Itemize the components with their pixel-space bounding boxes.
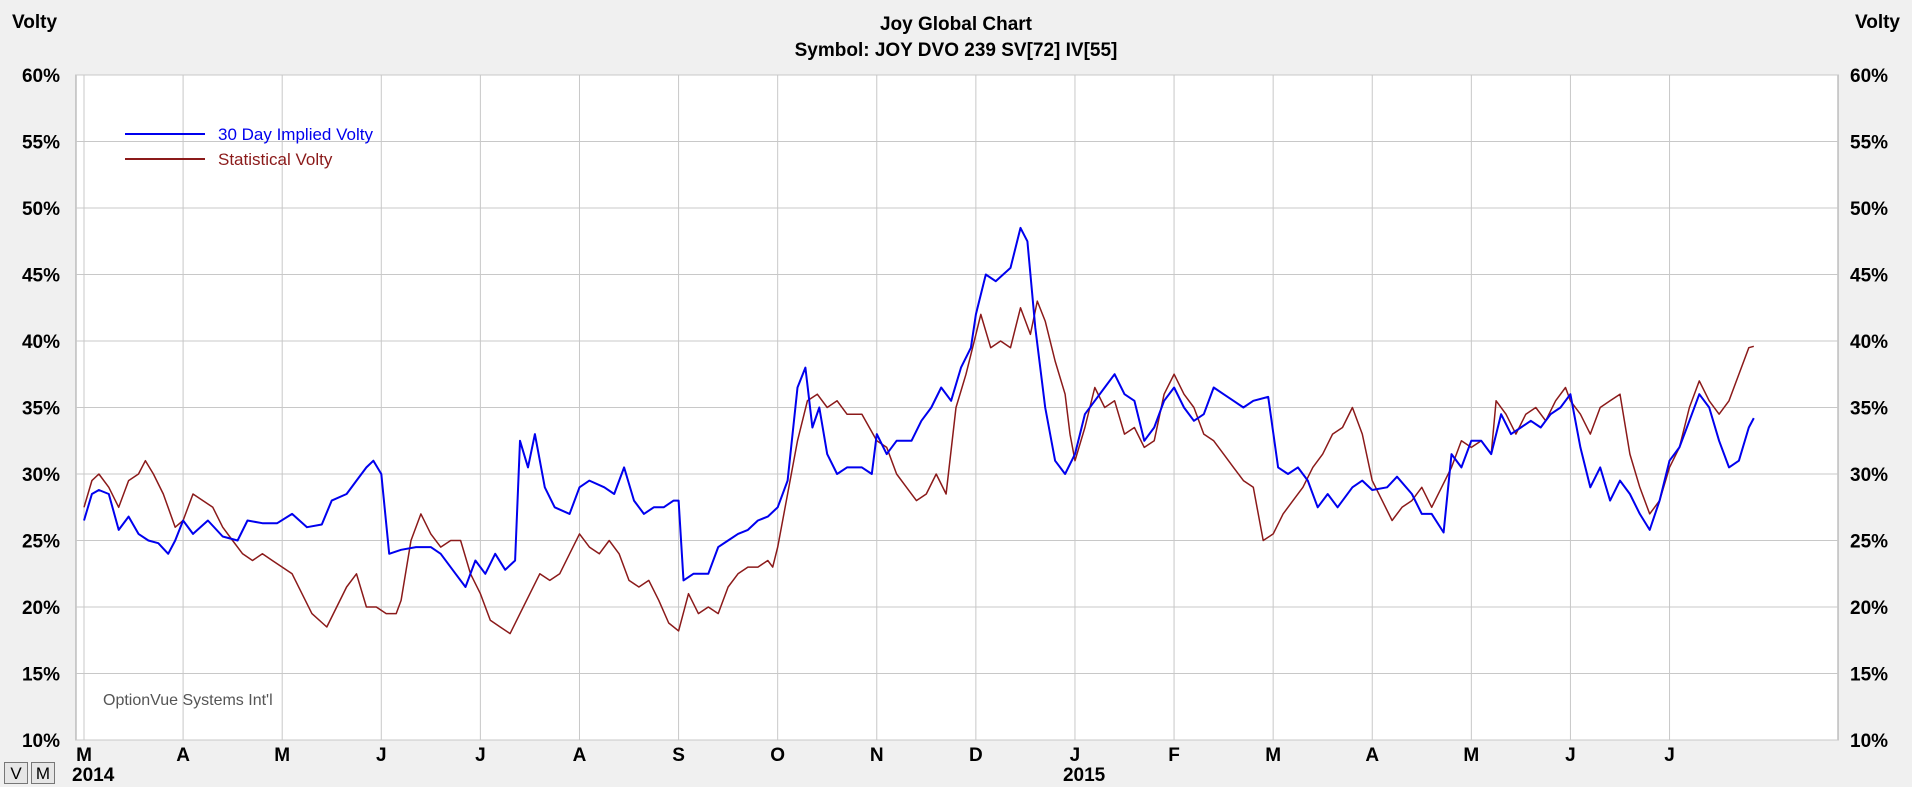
y-tick-label-left: 60% [22,66,60,87]
x-tick-label: N [870,745,884,766]
x-tick-label: A [176,745,190,766]
series-layer [83,226,1755,635]
watermark-text: OptionVue Systems Int'l [103,692,273,709]
y-tick-label-left: 10% [22,731,60,752]
y-tick-label-right: 40% [1850,332,1888,353]
y-tick-label-right: 30% [1850,465,1888,486]
y-tick-label-left: 35% [22,399,60,420]
x-tick-label: J [475,745,486,766]
x-tick-label: J [1070,745,1081,766]
x-tick-label: S [672,745,685,766]
x-tick-label: J [1664,745,1675,766]
gridlines [76,74,1838,741]
year-label: 2014 [72,765,115,786]
legend-label: Statistical Volty [218,150,333,169]
x-tick-label: M [76,745,92,766]
legend-label: 30 Day Implied Volty [218,125,373,144]
x-tick-label: J [1565,745,1576,766]
volatility-mode-button[interactable]: V [4,762,28,784]
x-tick-label: M [1463,745,1479,766]
x-tick-label: M [1265,745,1281,766]
implied-volty-line [83,226,1755,588]
year-label: 2015 [1063,765,1106,786]
y-tick-label-left: 15% [22,665,60,686]
x-tick-label: D [969,745,983,766]
x-tick-label: F [1168,745,1180,766]
x-tick-label: A [573,745,587,766]
y-tick-label-left: 50% [22,199,60,220]
y-tick-label-left: 20% [22,598,60,619]
y-tick-labels-right: 10% 15% 20% 25% 30% 35% 40% 45% 50% 55% 60% [1850,66,1888,752]
y-tick-label-right: 55% [1850,133,1888,154]
y-tick-label-right: 50% [1850,199,1888,220]
x-tick-label: O [770,745,785,766]
y-tick-labels-left: 10% 15% 20% 25% 30% 35% 40% 45% 50% 55% 60% [22,66,60,752]
x-tick-label: J [376,745,387,766]
left-axis-title: Volty [12,12,57,33]
x-tick-label: A [1365,745,1379,766]
right-axis-title: Volty [1855,12,1900,33]
y-tick-label-right: 20% [1850,598,1888,619]
year-labels: 2014 2015 [72,765,1106,786]
y-tick-label-left: 45% [22,266,60,287]
y-tick-label-right: 15% [1850,665,1888,686]
chart-subtitle: Symbol: JOY DVO 239 SV[72] IV[55] [795,40,1118,61]
y-tick-label-right: 35% [1850,399,1888,420]
chart-title: Joy Global Chart [880,14,1033,35]
y-tick-label-right: 45% [1850,266,1888,287]
y-tick-label-right: 10% [1850,731,1888,752]
y-tick-label-left: 55% [22,133,60,154]
y-tick-label-left: 40% [22,332,60,353]
y-tick-label-left: 30% [22,465,60,486]
y-tick-label-right: 25% [1850,532,1888,553]
x-tick-label: M [274,745,290,766]
y-tick-label-left: 25% [22,532,60,553]
price-mode-button[interactable]: M [31,762,55,784]
y-tick-label-right: 60% [1850,66,1888,87]
legend: 30 Day Implied Volty Statistical Volty [125,125,373,169]
